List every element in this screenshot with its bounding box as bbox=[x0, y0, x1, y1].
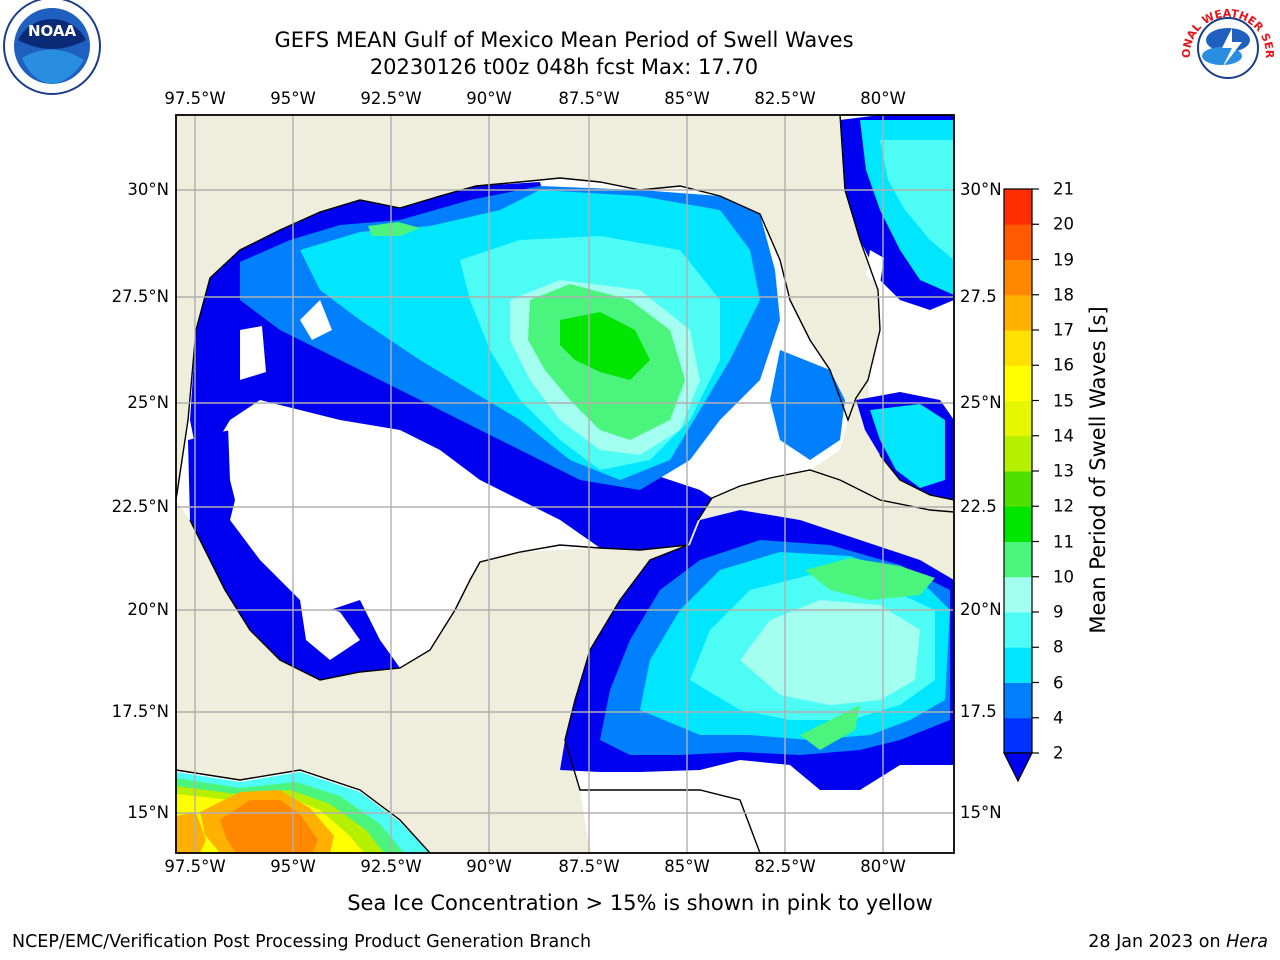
lon-label: 90°W bbox=[466, 857, 512, 876]
map-subtitle-run: 20230126 t00z 048h fcst Max: 17.70 bbox=[369, 55, 759, 79]
lat-label: 25°N bbox=[127, 393, 169, 412]
colorbar-band bbox=[1004, 506, 1032, 542]
noaa-logo-text: NOAA bbox=[28, 22, 77, 40]
colorbar-tick-label: 15 bbox=[1053, 391, 1074, 410]
lat-label: 15°N bbox=[127, 803, 169, 822]
lon-label: 97.5°W bbox=[164, 89, 226, 108]
svg-text:NATIONAL WEATHER SERVICE: NATIONAL WEATHER SERVICE bbox=[0, 0, 1276, 59]
lat-label: 20°N bbox=[960, 600, 1002, 619]
colorbar-title: Mean Period of Swell Waves [s] bbox=[1086, 306, 1110, 634]
lon-label: 97.5°W bbox=[164, 857, 226, 876]
lon-label: 92.5°W bbox=[360, 857, 422, 876]
colorbar-tick-label: 17 bbox=[1053, 320, 1074, 340]
lon-label: 82.5°W bbox=[754, 857, 816, 876]
colorbar-band bbox=[1004, 259, 1032, 296]
colorbar-tick-label: 14 bbox=[1053, 426, 1074, 446]
footer-host: Hera bbox=[1226, 932, 1268, 952]
colorbar-tick-label: 20 bbox=[1053, 214, 1074, 234]
colorbar-tick-label: 11 bbox=[1053, 532, 1074, 551]
map-frame bbox=[175, 114, 955, 854]
colorbar-tick-label: 13 bbox=[1053, 461, 1074, 481]
colorbar-tick-label: 21 bbox=[1053, 179, 1074, 199]
colorbar-tick-label: 6 bbox=[1053, 673, 1064, 692]
colorbar-tick-label: 8 bbox=[1053, 637, 1064, 657]
lat-label: 22.5 bbox=[960, 497, 997, 516]
map-title: GEFS MEAN Gulf of Mexico Mean Period of … bbox=[274, 28, 854, 52]
lat-label: 15°N bbox=[960, 803, 1002, 822]
colorbar bbox=[1003, 188, 1039, 783]
lon-label: 82.5°W bbox=[754, 89, 816, 108]
lon-label: 80°W bbox=[860, 857, 906, 876]
lat-label: 20°N bbox=[127, 600, 169, 619]
noaa-logo: NOAA bbox=[3, 0, 101, 95]
colorbar-tick-label: 2 bbox=[1053, 743, 1064, 763]
colorbar-band bbox=[1004, 330, 1032, 366]
lat-label: 30°N bbox=[960, 180, 1002, 199]
lon-label: 90°W bbox=[466, 89, 512, 108]
lat-label: 17.5 bbox=[960, 702, 997, 721]
footer-org: NCEP/EMC/Verification Post Processing Pr… bbox=[12, 932, 592, 952]
colorbar-under-arrow bbox=[1003, 752, 1033, 783]
lon-label: 85°W bbox=[664, 89, 710, 108]
colorbar-band bbox=[1004, 471, 1032, 507]
colorbar-tick-label: 18 bbox=[1053, 285, 1074, 305]
swell-contours bbox=[176, 115, 954, 853]
colorbar-tick-label: 16 bbox=[1053, 355, 1074, 375]
lon-label: 87.5°W bbox=[558, 89, 620, 108]
footer-date: 28 Jan 2023 on Hera bbox=[1088, 932, 1268, 952]
colorbar-band bbox=[1004, 435, 1032, 472]
colorbar-band bbox=[1004, 224, 1032, 260]
lat-label: 30°N bbox=[127, 180, 169, 199]
colorbar-band bbox=[1004, 682, 1032, 719]
lat-label: 27.5°N bbox=[111, 287, 169, 306]
colorbar-band bbox=[1004, 647, 1032, 683]
colorbar-band bbox=[1004, 576, 1032, 613]
nws-logo: NATIONAL WEATHER SERVICE bbox=[0, 0, 1276, 94]
sea-ice-note: Sea Ice Concentration > 15% is shown in … bbox=[347, 891, 933, 915]
lon-label: 92.5°W bbox=[360, 89, 422, 108]
colorbar-band bbox=[1004, 612, 1032, 648]
colorbar-band bbox=[1004, 294, 1032, 331]
colorbar-tick-label: 12 bbox=[1053, 496, 1074, 516]
colorbar-band bbox=[1004, 400, 1032, 437]
lon-label: 95°W bbox=[270, 857, 316, 876]
lon-label: 80°W bbox=[860, 89, 906, 108]
nws-logo-text: NATIONAL WEATHER SERVICE bbox=[0, 0, 1276, 59]
lat-label: 25°N bbox=[960, 393, 1002, 412]
colorbar-band bbox=[1004, 717, 1032, 754]
colorbar-tick-label: 9 bbox=[1053, 602, 1064, 622]
colorbar-tick-label: 10 bbox=[1053, 567, 1074, 587]
lat-label: 17.5°N bbox=[111, 702, 169, 721]
colorbar-tick-label: 4 bbox=[1053, 708, 1064, 728]
colorbar-band bbox=[1004, 365, 1032, 401]
lon-label: 95°W bbox=[270, 89, 316, 108]
lat-label: 22.5°N bbox=[111, 497, 169, 516]
lat-label: 27.5 bbox=[960, 287, 997, 306]
colorbar-band bbox=[1004, 189, 1032, 225]
colorbar-tick-label: 19 bbox=[1053, 250, 1074, 269]
map-gridlines bbox=[176, 115, 954, 853]
lon-label: 85°W bbox=[664, 857, 710, 876]
colorbar-band bbox=[1004, 541, 1032, 578]
lon-label: 87.5°W bbox=[558, 857, 620, 876]
